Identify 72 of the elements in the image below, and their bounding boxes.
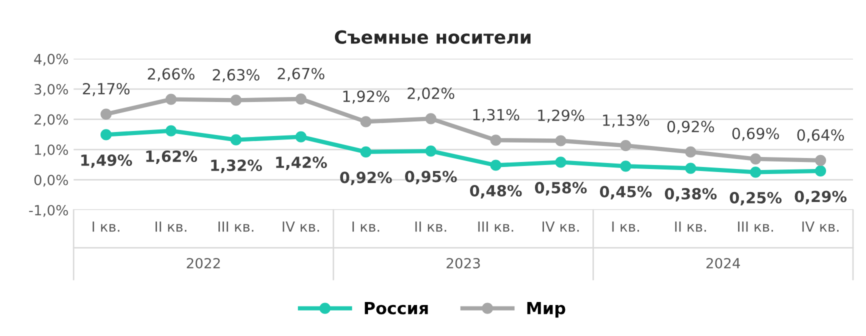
x-tick-label: II кв. <box>675 222 706 232</box>
point <box>490 160 502 171</box>
point <box>230 94 242 106</box>
x-tick-label: I кв. <box>92 222 120 232</box>
point <box>165 94 177 105</box>
x-tick-label: IV кв. <box>542 222 579 232</box>
x-tick-label: III кв. <box>738 222 773 232</box>
data-label: 0,25% <box>730 192 782 206</box>
data-label: 0,29% <box>794 190 847 204</box>
x-tick-label: I кв. <box>352 222 380 232</box>
point <box>685 162 696 174</box>
text: 2024 <box>706 258 740 268</box>
data-label: 0,45% <box>600 186 652 200</box>
data-label: 1,49% <box>81 154 132 168</box>
point <box>490 134 502 146</box>
x-tick-label: II кв. <box>156 222 186 232</box>
y-tick-label: 4,0% <box>34 54 68 66</box>
data-label: 2,66% <box>148 68 194 82</box>
data-label: 1,92% <box>343 90 390 104</box>
y-tick-label: 1,0% <box>34 144 68 156</box>
data-label: 1,42% <box>276 156 327 170</box>
data-label: 0,95% <box>405 170 457 184</box>
point <box>295 93 306 105</box>
point <box>620 160 632 172</box>
y-tick-label: 3,0% <box>34 84 68 96</box>
data-label: 0,69% <box>732 128 780 141</box>
point <box>685 146 696 158</box>
data-label: 2,63% <box>212 69 260 82</box>
point <box>100 108 112 120</box>
x-tick-label: IV кв. <box>282 222 319 232</box>
point <box>295 131 306 142</box>
point <box>555 135 566 146</box>
y-tick-label: 0,0% <box>34 174 68 187</box>
point <box>814 165 826 177</box>
point <box>750 166 762 178</box>
point <box>425 113 436 124</box>
point <box>750 153 762 164</box>
point <box>100 129 112 140</box>
x-tick-label: III кв. <box>218 222 254 232</box>
text: 2023 <box>446 258 480 268</box>
data-label: 1,13% <box>603 114 650 128</box>
data-label: 0,92% <box>340 172 392 186</box>
point <box>814 154 826 166</box>
legend-label: Мир <box>527 302 566 318</box>
data-label: 1,32% <box>211 160 262 174</box>
y-tick-label: -1,0% <box>29 204 68 217</box>
point <box>425 145 436 157</box>
data-label: 2,67% <box>278 68 324 81</box>
x-tick-label: III кв. <box>478 222 514 232</box>
legend-label: Россия <box>364 302 428 314</box>
x-tick-label: IV кв. <box>802 222 839 232</box>
point <box>360 146 372 158</box>
data-label: 2,17% <box>82 82 130 96</box>
text: 2022 <box>186 258 220 268</box>
data-label: 1,62% <box>146 150 198 164</box>
data-label: 0,38% <box>664 188 717 202</box>
data-label: 1,29% <box>538 110 584 123</box>
data-label: 2,02% <box>408 87 454 101</box>
x-tick-label: I кв. <box>612 222 639 232</box>
data-label: 0,64% <box>797 129 844 142</box>
point <box>555 156 566 168</box>
chart-title: Съемные носители <box>334 30 530 44</box>
point <box>620 140 632 152</box>
x-tick-label: II кв. <box>415 222 446 232</box>
data-label: 1,31% <box>473 108 520 122</box>
point <box>165 125 177 136</box>
data-label: 0,48% <box>470 184 522 198</box>
point <box>360 116 372 128</box>
data-label: 0,92% <box>667 120 714 134</box>
y-tick-label: 2,0% <box>34 114 68 126</box>
point <box>230 134 242 146</box>
data-label: 0,58% <box>534 182 587 196</box>
